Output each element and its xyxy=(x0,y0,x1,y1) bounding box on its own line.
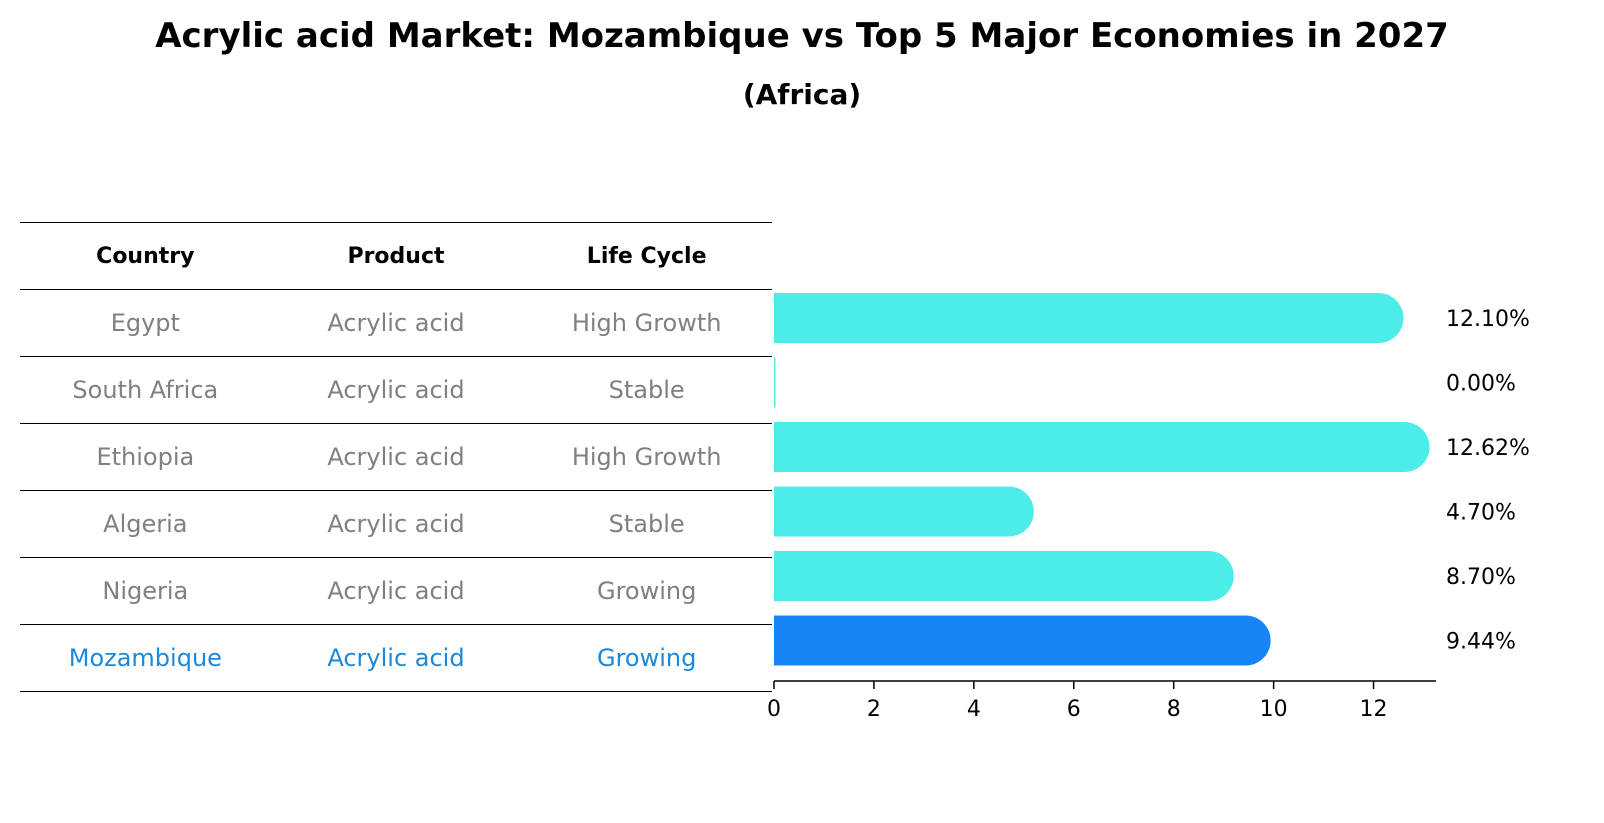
x-tick-label: 2 xyxy=(867,697,881,722)
cell-life-cycle: Stable xyxy=(521,356,772,424)
table-row: Ethiopia Acrylic acid High Growth xyxy=(20,423,772,491)
cell-product: Acrylic acid xyxy=(270,289,522,357)
cell-product: Acrylic acid xyxy=(270,423,522,491)
cell-life-cycle: Growing xyxy=(521,557,772,625)
table-row-highlight: Mozambique Acrylic acid Growing xyxy=(20,624,772,692)
cell-country: Nigeria xyxy=(20,557,271,625)
cell-life-cycle: Growing xyxy=(521,624,772,692)
x-tick-label: 8 xyxy=(1167,697,1181,722)
table-row: Egypt Acrylic acid High Growth xyxy=(20,289,772,357)
bar-algeria xyxy=(774,486,1034,537)
cell-life-cycle: High Growth xyxy=(521,423,772,491)
table-header-row: Country Product Life Cycle xyxy=(20,222,772,290)
bar-egypt xyxy=(774,293,1404,343)
bar-nigeria xyxy=(774,551,1234,601)
value-label: 4.70% xyxy=(1446,501,1516,526)
cell-product: Acrylic acid xyxy=(270,490,522,558)
chart-title: Acrylic acid Market: Mozambique vs Top 5… xyxy=(155,16,1449,56)
cell-product: Acrylic acid xyxy=(270,624,522,692)
cell-country: Algeria xyxy=(20,490,271,558)
x-tick-label: 0 xyxy=(767,697,781,722)
chart-subtitle: (Africa) xyxy=(742,78,862,111)
x-tick-label: 4 xyxy=(967,697,981,722)
bar-ethiopia xyxy=(774,422,1430,472)
value-label: 9.44% xyxy=(1446,630,1516,655)
header-life-cycle: Life Cycle xyxy=(521,222,772,290)
bar-mozambique xyxy=(774,615,1271,666)
header-country: Country xyxy=(20,222,271,290)
value-label: 12.10% xyxy=(1446,307,1530,332)
table-row: Algeria Acrylic acid Stable xyxy=(20,490,772,558)
value-label: 0.00% xyxy=(1446,372,1516,397)
cell-country: Egypt xyxy=(20,289,271,357)
x-tick-label: 6 xyxy=(1067,697,1081,722)
cell-life-cycle: High Growth xyxy=(521,289,772,357)
table-row: South Africa Acrylic acid Stable xyxy=(20,356,772,424)
cell-country: Mozambique xyxy=(20,624,271,692)
bar-south-africa xyxy=(774,357,776,408)
x-tick-label: 10 xyxy=(1260,697,1288,722)
cell-product: Acrylic acid xyxy=(270,356,522,424)
value-label: 12.62% xyxy=(1446,436,1530,461)
cell-product: Acrylic acid xyxy=(270,557,522,625)
market-table: Country Product Life Cycle Egypt Acrylic… xyxy=(20,222,772,692)
cell-country: South Africa xyxy=(20,356,271,424)
x-tick-label: 12 xyxy=(1360,697,1388,722)
cell-life-cycle: Stable xyxy=(521,490,772,558)
table-row: Nigeria Acrylic acid Growing xyxy=(20,557,772,625)
header-product: Product xyxy=(270,222,522,290)
bar-chart: 12.10% 0.00% 12.62% 4.70% 8.70% 9.44% 0 2 4 6 8 10 1… xyxy=(767,293,1530,722)
value-label: 8.70% xyxy=(1446,565,1516,590)
cell-country: Ethiopia xyxy=(20,423,271,491)
